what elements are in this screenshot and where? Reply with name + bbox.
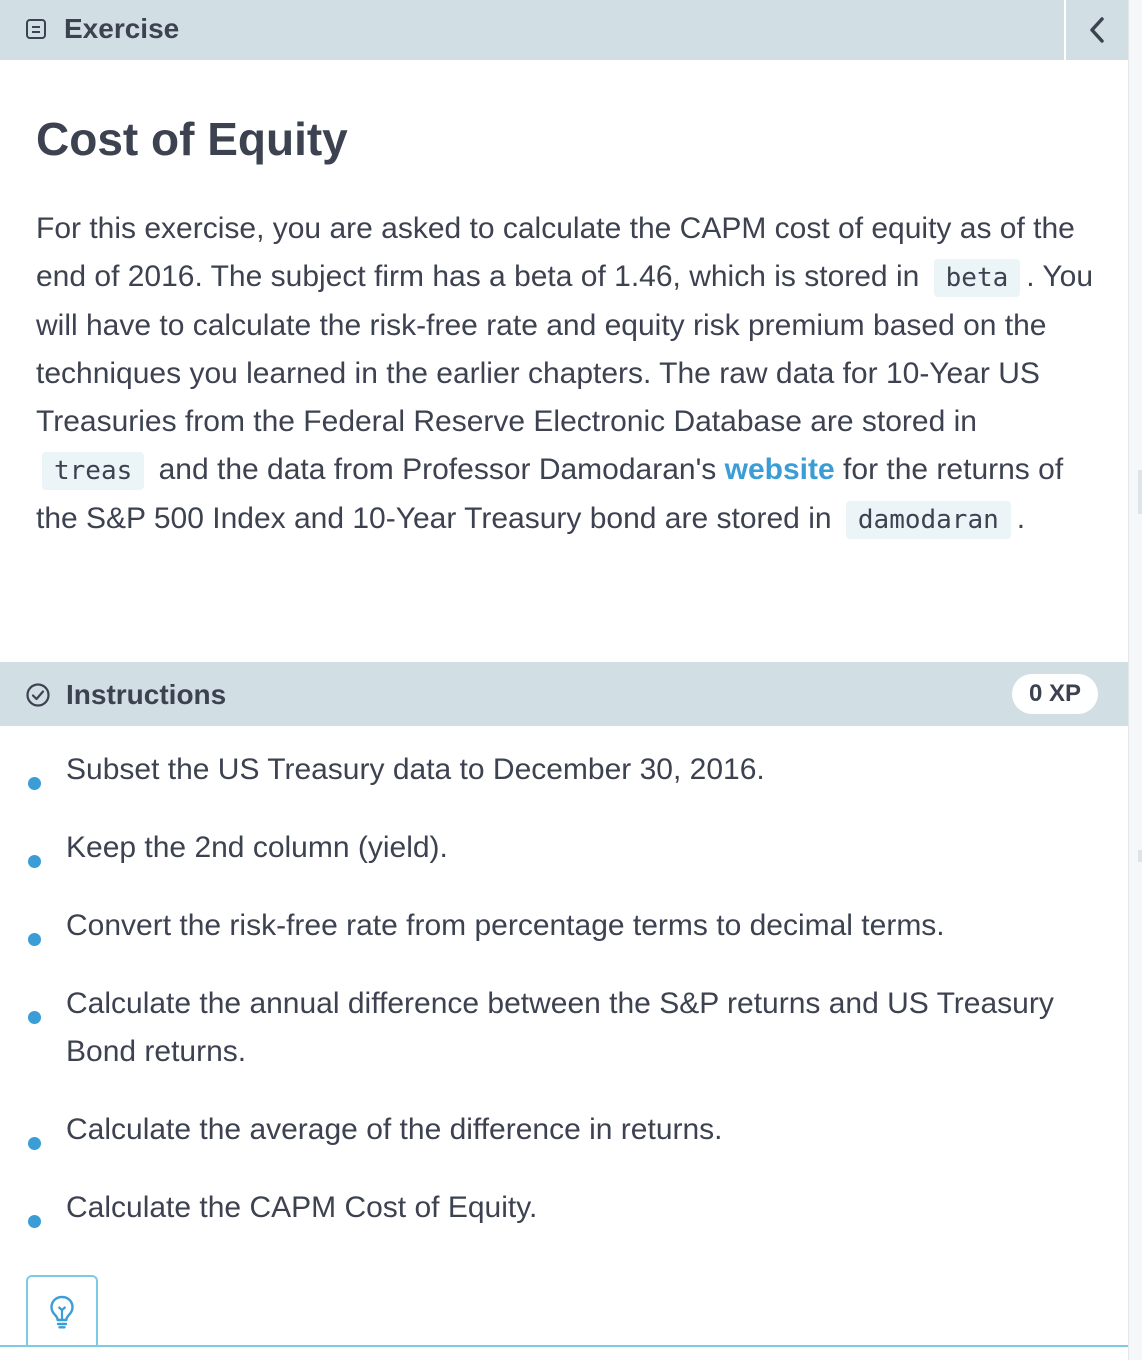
bullet-icon [28,777,41,790]
hint-button[interactable] [26,1275,98,1347]
assignment-text-part: for the returns of the S&P 500 Index and… [36,453,1064,535]
xp-badge: 0 XP [1012,674,1098,714]
assignment-text-part: . [1016,502,1026,535]
header-title: Exercise [64,13,180,44]
instructions-list: Subset the US Treasury data to December … [0,746,1128,1262]
instruction-item: Subset the US Treasury data to December … [0,746,1128,794]
bullet-icon [28,1011,41,1024]
lightbulb-icon [50,1295,74,1329]
assignment-text-part: and the data from Professor Damodaran's [158,453,717,486]
instruction-text: Calculate the average of the difference … [66,1113,723,1146]
instruction-text: Calculate the annual difference between … [66,987,1054,1068]
bullet-icon [28,1215,41,1228]
instruction-text: Calculate the CAPM Cost of Equity. [66,1191,538,1224]
collapse-panel-button[interactable] [1064,0,1128,60]
bullet-icon [28,933,41,946]
instruction-item: Keep the 2nd column (yield). [0,824,1128,872]
instructions-header-label: Instructions [26,679,226,711]
scroll-edge-mark [1138,850,1142,862]
instruction-item: Calculate the CAPM Cost of Equity. [0,1184,1128,1232]
right-scroll-strip [1128,0,1142,1360]
bullet-icon [28,855,41,868]
assignment-text-part: For this exercise, you are asked to calc… [36,212,1075,293]
exercise-header: Exercise [0,0,1128,60]
scroll-edge-mark [1138,470,1142,514]
instructions-title: Instructions [66,679,227,710]
chevron-left-icon [1090,17,1104,43]
assignment-text: For this exercise, you are asked to calc… [36,205,1096,544]
page-title: Cost of Equity [36,113,348,165]
exercise-icon [26,19,46,39]
code-beta: beta [933,259,1021,297]
instruction-item: Convert the risk-free rate from percenta… [0,902,1128,950]
instruction-text: Convert the risk-free rate from percenta… [66,909,945,942]
bullet-icon [28,1137,41,1150]
code-damodaran: damodaran [845,501,1011,539]
instruction-item: Calculate the average of the difference … [0,1106,1128,1154]
check-circle-icon [26,683,50,707]
exercise-header-label: Exercise [26,13,179,45]
instruction-text: Keep the 2nd column (yield). [66,831,448,864]
assignment-text-part: . You will have to calculate the risk-fr… [36,260,1094,438]
bottom-divider [0,1345,1128,1347]
instruction-item: Calculate the annual difference between … [0,980,1128,1076]
instruction-text: Subset the US Treasury data to December … [66,753,765,786]
website-link[interactable]: website [724,453,835,486]
instructions-header: Instructions 0 XP [0,662,1128,726]
code-treas: treas [42,452,145,490]
